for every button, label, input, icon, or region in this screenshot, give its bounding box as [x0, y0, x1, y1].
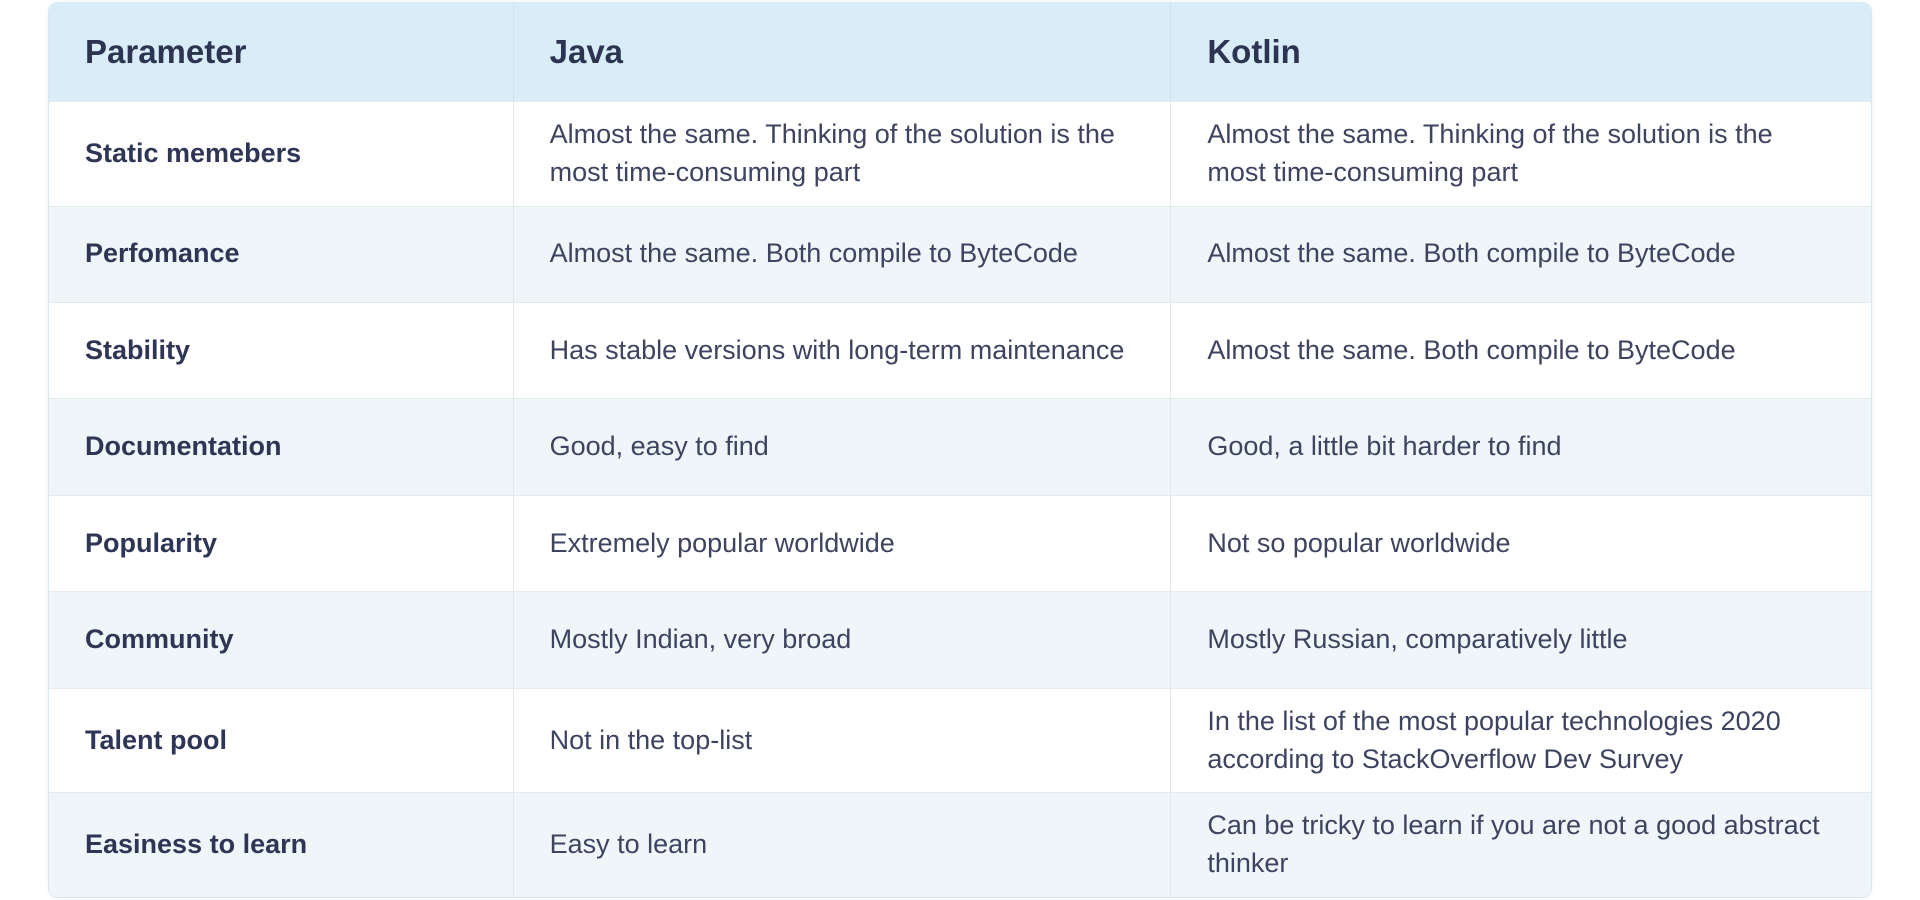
java-cell: Not in the top-list — [514, 688, 1172, 793]
kotlin-cell: In the list of the most popular technolo… — [1207, 705, 1781, 774]
java-cell: Mostly Indian, very broad — [514, 592, 1172, 688]
kotlin-cell: Mostly Russian, comparatively little — [1207, 624, 1628, 655]
column-header-kotlin: Kotlin — [1207, 32, 1301, 70]
param-cell: Easiness to learn — [49, 793, 514, 897]
table-row: Stability Has stable versions with long-… — [49, 302, 1871, 399]
kotlin-cell: Almost the same. Both compile to ByteCod… — [1207, 238, 1736, 269]
table-row: Easiness to learn Easy to learn Can be t… — [49, 792, 1871, 897]
table-row: Talent pool Not in the top-list In the l… — [49, 687, 1871, 793]
param-cell: Static memebers — [49, 102, 514, 206]
java-kotlin-comparison-table: Parameter Java Kotlin Static memebers Al… — [48, 2, 1872, 898]
table-row: Popularity Extremely popular worldwide N… — [49, 494, 1871, 592]
kotlin-cell: Almost the same. Both compile to ByteCod… — [1207, 334, 1736, 365]
param-cell: Community — [49, 592, 514, 688]
java-cell: Almost the same. Both compile to ByteCod… — [514, 206, 1172, 303]
table-row: Documentation Good, easy to find Good, a… — [49, 398, 1871, 495]
java-cell: Good, easy to find — [514, 399, 1172, 495]
kotlin-cell: Can be tricky to learn if you are not a … — [1207, 810, 1820, 879]
java-cell: Has stable versions with long-term maint… — [514, 303, 1172, 399]
column-header-java: Java — [514, 3, 1172, 101]
kotlin-cell: Good, a little bit harder to find — [1207, 431, 1562, 462]
param-cell: Popularity — [49, 495, 514, 592]
param-cell: Perfomance — [49, 206, 514, 303]
java-cell: Extremely popular worldwide — [514, 495, 1172, 592]
table-header-row: Parameter Java Kotlin — [49, 3, 1871, 101]
column-header-parameter: Parameter — [49, 3, 514, 101]
kotlin-cell: Not so popular worldwide — [1207, 527, 1511, 558]
param-cell: Talent pool — [49, 688, 514, 793]
kotlin-cell: Almost the same. Thinking of the solutio… — [1207, 119, 1773, 187]
java-cell: Easy to learn — [514, 793, 1172, 897]
table-row: Static memebers Almost the same. Thinkin… — [49, 101, 1871, 206]
param-cell: Stability — [49, 303, 514, 399]
java-cell: Almost the same. Thinking of the solutio… — [514, 102, 1172, 206]
table-row: Community Mostly Indian, very broad Most… — [49, 591, 1871, 688]
param-cell: Documentation — [49, 399, 514, 495]
table-row: Perfomance Almost the same. Both compile… — [49, 205, 1871, 303]
